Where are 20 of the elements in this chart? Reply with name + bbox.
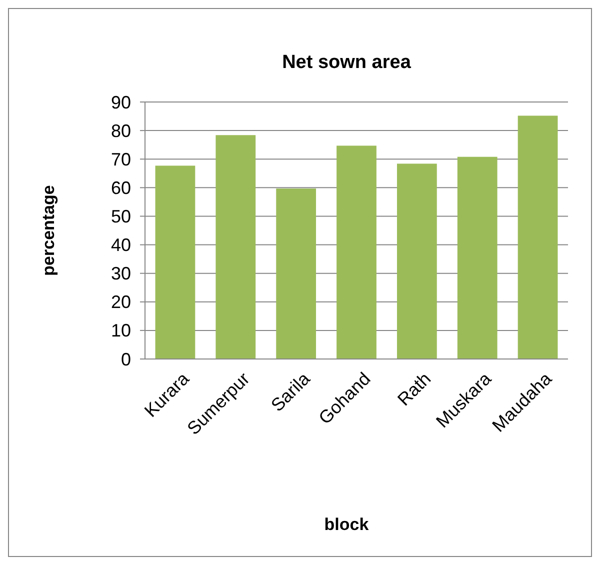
bar	[518, 116, 558, 359]
y-tick-label: 90	[110, 92, 131, 112]
bar	[155, 166, 196, 359]
bar	[276, 188, 316, 359]
y-tick-label: 70	[110, 149, 131, 170]
y-tick-label: 50	[110, 206, 131, 227]
y-tick-label: 20	[110, 292, 131, 312]
bar	[396, 164, 437, 359]
y-tick-label: 30	[110, 264, 131, 284]
bar	[457, 156, 498, 359]
y-axis-title: percentage	[39, 185, 58, 276]
y-tick-label: 80	[110, 120, 131, 141]
y-tick-label: 60	[110, 178, 131, 198]
bar	[336, 146, 376, 359]
x-axis-title: block	[324, 515, 370, 534]
y-tick-label: 10	[110, 320, 131, 341]
bar	[216, 135, 256, 359]
chart-title: Net sown area	[282, 52, 412, 73]
y-tick-label: 40	[110, 235, 131, 256]
y-tick-label: 0	[120, 349, 131, 370]
